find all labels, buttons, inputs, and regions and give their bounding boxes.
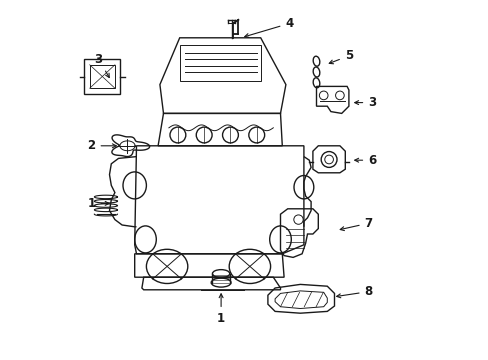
Text: 1: 1 [87, 197, 109, 210]
Text: 6: 6 [354, 154, 376, 167]
Text: 3: 3 [354, 96, 376, 109]
Text: 1: 1 [217, 294, 224, 325]
Text: 3: 3 [95, 53, 109, 77]
Text: 7: 7 [340, 217, 372, 231]
Text: 2: 2 [87, 139, 116, 152]
Text: 4: 4 [244, 17, 293, 37]
Text: 5: 5 [328, 49, 352, 64]
Text: 8: 8 [336, 285, 372, 298]
